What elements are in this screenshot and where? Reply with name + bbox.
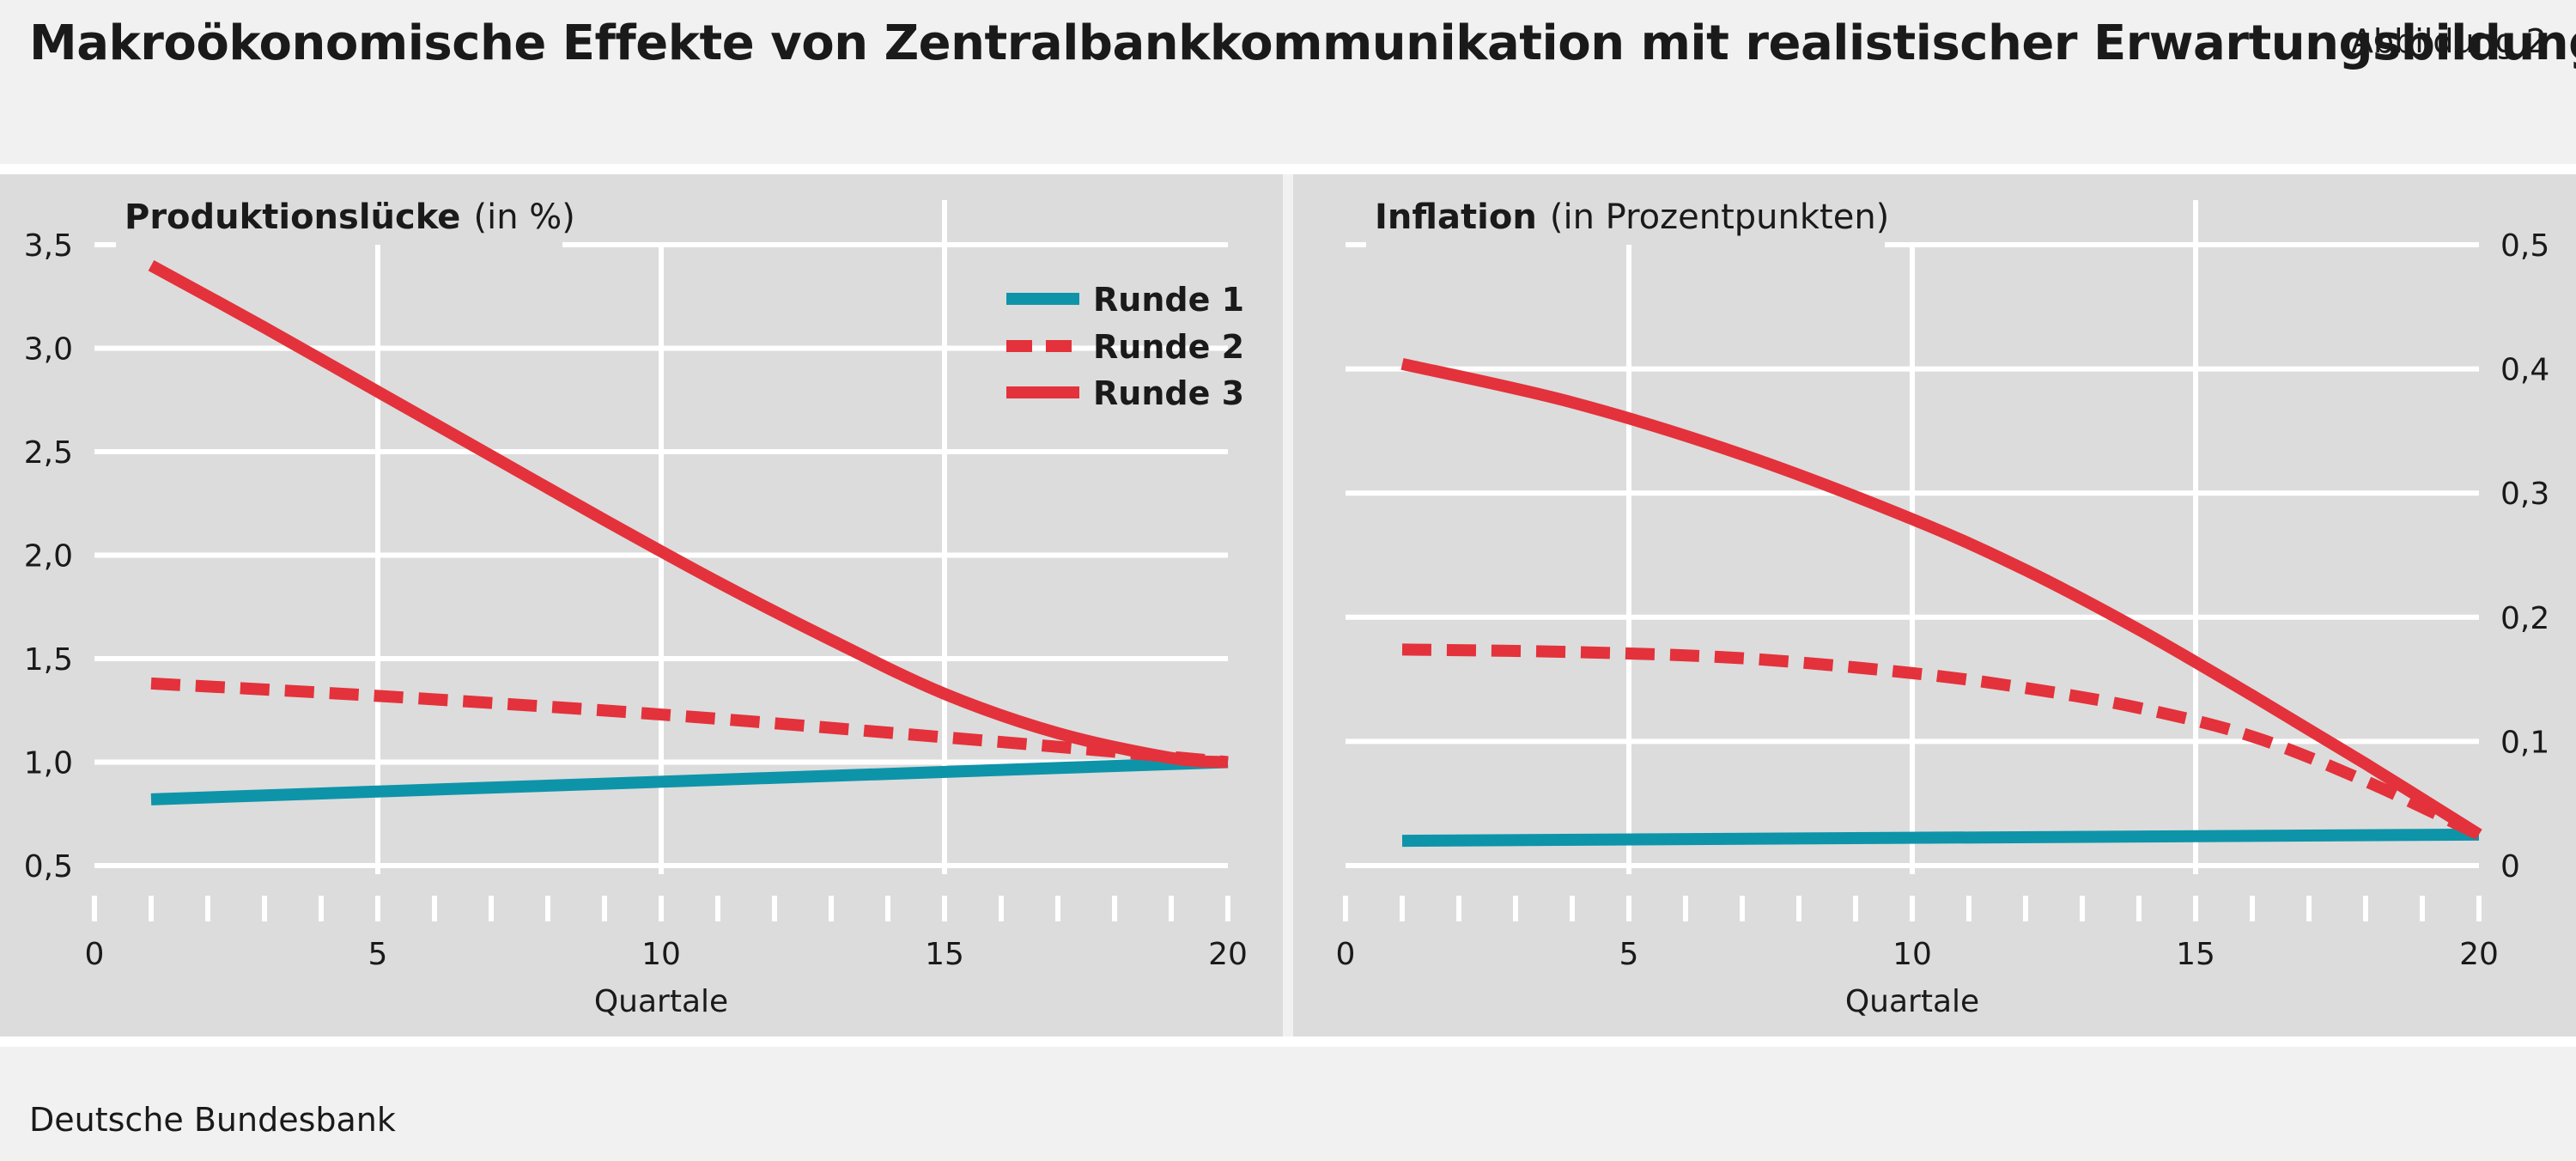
right-series-runde-2	[1401, 643, 2482, 841]
right-x-tick-label: 10	[1893, 937, 1932, 972]
legend-label-runde-2: Runde 2	[1093, 328, 1244, 366]
right-chart: 0 0,1 0,2 0,3 0,4 0,5 0 5 10 15 20 Inflation (in P…	[1336, 198, 2550, 1019]
left-y-tick-label: 3,0	[24, 332, 73, 368]
right-panel-title: Inflation (in Prozentpunkten)	[1375, 198, 1889, 237]
legend-label-runde-1: Runde 1	[1093, 281, 1244, 319]
left-title-unit: (in %)	[473, 198, 574, 237]
left-gridlines	[94, 200, 1228, 874]
right-series	[1400, 357, 2482, 848]
right-x-tick-label: 15	[2176, 937, 2215, 972]
right-series-runde-3	[1400, 357, 2482, 840]
right-tick-labels: 0 0,1 0,2 0,3 0,4 0,5 0 5 10 15 20	[1336, 228, 2550, 972]
left-title-bold: Produktionslücke	[125, 198, 460, 237]
left-x-tick-label: 15	[925, 937, 964, 972]
left-y-tick-label: 1,5	[24, 642, 73, 678]
right-y-tick-label: 0,1	[2500, 725, 2549, 760]
right-title-bold: Inflation	[1375, 198, 1537, 237]
left-series	[148, 259, 1229, 805]
right-title-unit: (in Prozentpunkten)	[1550, 198, 1889, 237]
left-panel-title: Produktionslücke (in %)	[125, 198, 575, 237]
right-series-runde-1	[1401, 828, 2480, 848]
right-x-axis-title: Quartale	[1845, 984, 1979, 1019]
legend-label-runde-3: Runde 3	[1093, 374, 1244, 412]
left-x-tick-label: 5	[368, 937, 388, 972]
left-y-tick-label: 3,5	[24, 228, 73, 264]
right-gridlines	[1346, 200, 2479, 874]
right-y-tick-label: 0,4	[2500, 353, 2549, 388]
left-x-ticks	[92, 896, 1230, 921]
right-x-tick-label: 0	[1336, 937, 1356, 972]
right-y-tick-label: 0,3	[2500, 477, 2549, 512]
source-note: Deutsche Bundesbank	[29, 1101, 396, 1139]
right-x-ticks	[1343, 896, 2482, 921]
left-chart: 0,5 1,0 1,5 2,0 2,5 3,0 3,5 0 5 10 15 20 Produktion…	[24, 198, 1248, 1019]
left-x-tick-label: 20	[1208, 937, 1248, 972]
left-y-tick-label: 0,5	[24, 849, 73, 884]
left-x-tick-label: 0	[85, 937, 105, 972]
chart-title: Makroökonomische Effekte von Zentralbank…	[29, 15, 2576, 71]
bottom-divider	[0, 1036, 2576, 1047]
legend: Runde 1 Runde 2 Runde 3	[1006, 281, 1244, 412]
left-series-runde-3	[148, 259, 1229, 769]
right-x-tick-label: 20	[2459, 937, 2499, 972]
right-y-tick-label: 0,5	[2500, 228, 2549, 264]
top-divider	[0, 164, 2576, 174]
left-y-tick-label: 2,0	[24, 539, 73, 574]
charts-area: 0,5 1,0 1,5 2,0 2,5 3,0 3,5 0 5 10 15 20 Produktion…	[0, 174, 2576, 1036]
left-tick-labels: 0,5 1,0 1,5 2,0 2,5 3,0 3,5 0 5 10 15 20	[24, 228, 1248, 972]
left-x-tick-label: 10	[641, 937, 681, 972]
right-x-tick-label: 5	[1619, 937, 1639, 972]
left-y-tick-label: 2,5	[24, 435, 73, 471]
right-y-tick-label: 0,2	[2500, 601, 2549, 636]
left-y-tick-label: 1,0	[24, 746, 73, 781]
right-y-tick-label: 0	[2500, 849, 2520, 884]
figure-label: Abbildung 2	[2350, 22, 2547, 60]
right-panel-background	[1293, 174, 2576, 1036]
left-series-runde-1	[150, 756, 1229, 805]
left-panel-background	[0, 174, 1283, 1036]
left-x-axis-title: Quartale	[594, 984, 728, 1019]
